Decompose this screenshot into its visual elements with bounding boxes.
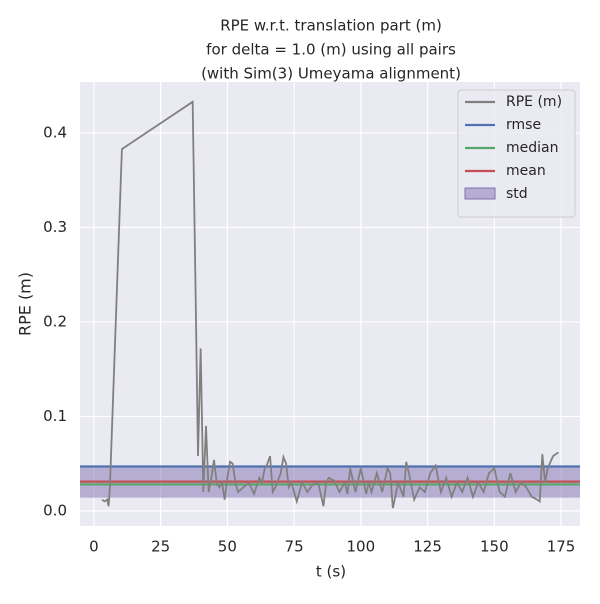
legend-label: median: [506, 140, 558, 156]
x-tick-label: 50: [218, 538, 237, 556]
x-tick-label: 25: [151, 538, 170, 556]
x-tick-label: 175: [547, 538, 576, 556]
rpe-line: [101, 100, 559, 509]
y-tick-label: 0.4: [43, 124, 67, 142]
x-tick-label: 75: [285, 538, 304, 556]
y-tick-label: 0.3: [43, 218, 67, 236]
y-tick-label: 0.0: [43, 501, 67, 519]
legend-label: RPE (m): [506, 94, 562, 110]
x-axis-label: t (s): [316, 563, 346, 581]
legend-box: [457, 89, 576, 218]
legend-swatch: [464, 187, 496, 200]
chart-title: RPE w.r.t. translation part (m): [220, 17, 442, 35]
legend-label: rmse: [506, 117, 541, 133]
chart-title: for delta = 1.0 (m) using all pairs: [206, 41, 456, 59]
y-axis-label: RPE (m): [16, 272, 35, 336]
x-tick-label: 0: [89, 538, 99, 556]
x-tick-label: 125: [413, 538, 442, 556]
x-tick-label: 150: [480, 538, 509, 556]
legend-label: std: [506, 186, 528, 202]
y-tick-label: 0.2: [43, 312, 67, 330]
y-tick-label: 0.1: [43, 407, 67, 425]
legend-label: mean: [506, 163, 546, 179]
x-tick-label: 100: [347, 538, 376, 556]
chart-title: (with Sim(3) Umeyama alignment): [201, 65, 461, 83]
